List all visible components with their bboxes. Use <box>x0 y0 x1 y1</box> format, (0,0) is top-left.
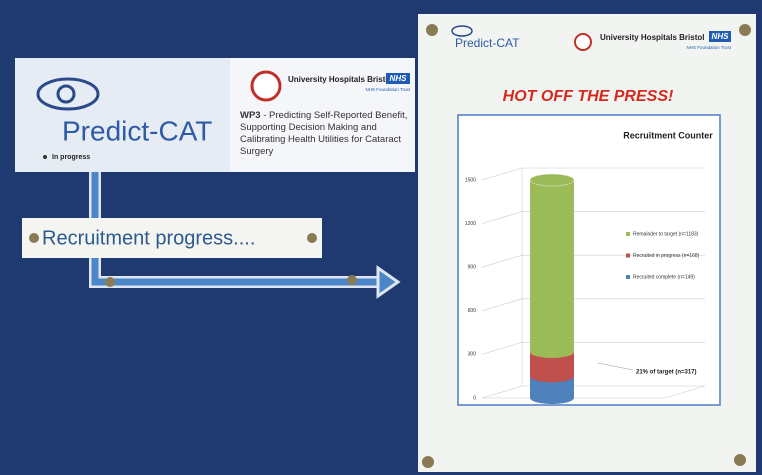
eye-pupil <box>56 84 76 104</box>
bar <box>530 180 574 352</box>
wp-label: WP3 <box>240 110 261 121</box>
wp-text: - Predicting Self-Reported Benefit, Supp… <box>240 110 408 157</box>
poster-trust: NHS Foundation Trust <box>686 45 731 50</box>
legend-swatch <box>626 275 630 279</box>
wp-description: WP3 - Predicting Self-Reported Benefit, … <box>240 110 412 158</box>
y-tick-label: 1500 <box>465 177 476 183</box>
legend-label: Remainder to target (n=1183) <box>633 231 699 237</box>
legend-swatch <box>626 253 630 258</box>
cylinder-top <box>529 173 575 187</box>
nhs: NHS <box>390 74 408 83</box>
nhs-badge <box>709 31 731 42</box>
legend-label: Recruited in progress (n=168) <box>633 253 700 259</box>
y-tick-label: 300 <box>468 352 477 358</box>
hospital-name: University Hospitals Bristol <box>288 75 392 84</box>
pin <box>307 233 317 243</box>
leader-line <box>597 362 634 371</box>
logo-text: Predict-CAT <box>62 115 212 146</box>
arrow-fill <box>91 172 380 286</box>
sign-card <box>22 218 322 258</box>
legend-swatch <box>626 232 630 236</box>
pin <box>739 24 751 36</box>
y-tick-label: 900 <box>468 265 477 271</box>
y-tick-label: 1200 <box>465 221 476 227</box>
pin <box>734 454 746 466</box>
plot: 0 300 600 900 1200 1500 Recruited complete (n=… <box>465 167 706 404</box>
hospital-crest <box>574 33 592 51</box>
arrow-head <box>376 265 401 299</box>
annotation: 21% of target (n=317) <box>636 370 697 376</box>
bar <box>530 376 574 398</box>
trust: NHS Foundation Trust <box>365 87 410 92</box>
chart-frame <box>457 114 721 406</box>
sign-text: Recruitment progress.... <box>42 227 255 249</box>
nhs-badge <box>386 73 410 84</box>
y-tick-label: 600 <box>468 308 477 314</box>
poster-logo: Predict-CAT <box>455 36 520 50</box>
logo-panel <box>15 58 230 172</box>
status: In progress <box>52 154 90 161</box>
pin <box>422 456 434 468</box>
pin <box>426 24 438 36</box>
hospital-crest <box>250 70 282 102</box>
legend-label: Recruited complete (n=149) <box>633 274 695 280</box>
bullet <box>43 155 47 159</box>
pin <box>347 275 357 285</box>
poster-nhs: NHS <box>712 32 730 41</box>
chart-title: Recruitment Counter <box>623 130 713 140</box>
pin <box>105 277 115 287</box>
wp-box: WP3 - Predicting Self-Reported Benefit, … <box>240 110 412 158</box>
eye-logo <box>451 25 473 37</box>
y-tick-label: 0 <box>473 395 476 401</box>
eye-logo <box>36 77 100 111</box>
poster-hospital: University Hospitals Bristol <box>600 33 704 42</box>
pin <box>29 233 39 243</box>
headline: HOT OFF THE PRESS! <box>503 88 674 105</box>
